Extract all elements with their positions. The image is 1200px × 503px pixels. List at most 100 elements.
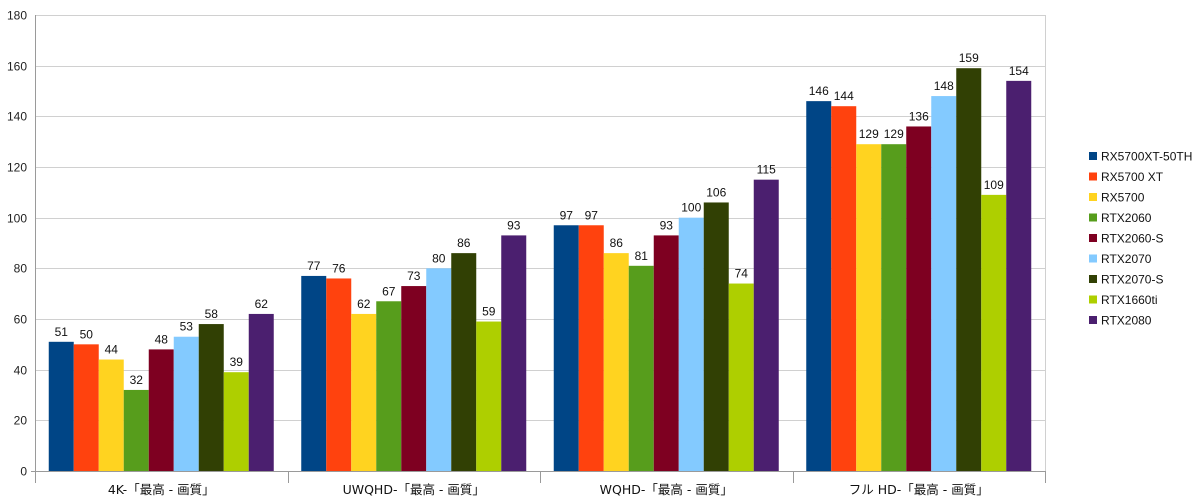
bar xyxy=(123,389,149,471)
legend-entry: RTX2070-S xyxy=(1089,273,1163,287)
data-label: 58 xyxy=(205,307,219,321)
data-label: 73 xyxy=(407,269,421,283)
data-label: 154 xyxy=(1009,64,1029,78)
bar xyxy=(48,341,74,471)
legend-swatch xyxy=(1089,193,1097,201)
bar xyxy=(981,194,1007,471)
bar xyxy=(881,144,907,471)
data-label: 93 xyxy=(660,218,674,232)
bar xyxy=(628,265,654,471)
data-label: 67 xyxy=(382,284,396,298)
bar xyxy=(806,101,832,471)
bar xyxy=(703,202,729,471)
legend-label: RTX2070-S xyxy=(1101,273,1163,287)
data-label: 86 xyxy=(610,236,624,250)
data-label: 97 xyxy=(585,208,599,222)
bars xyxy=(48,68,1032,472)
legend-swatch xyxy=(1089,172,1097,181)
y-tick-label: 40 xyxy=(14,364,28,378)
legend-entry: RX5700 xyxy=(1089,191,1145,205)
bar xyxy=(956,68,982,471)
legend-entry: RTX2060-S xyxy=(1089,232,1163,246)
bar xyxy=(678,217,704,471)
bar xyxy=(73,344,99,471)
data-label: 44 xyxy=(105,343,119,357)
y-tick-label: 0 xyxy=(20,465,27,479)
data-label: 53 xyxy=(180,320,194,334)
bar xyxy=(501,235,527,471)
legend-swatch xyxy=(1089,254,1097,263)
data-label: 76 xyxy=(332,261,346,275)
data-label: 129 xyxy=(859,127,879,141)
legend-label: RTX2060-S xyxy=(1101,232,1163,246)
legend-entry: RX5700 XT xyxy=(1089,170,1164,184)
legend-label: RX5700 XT xyxy=(1101,170,1164,184)
data-label: 59 xyxy=(482,305,496,319)
data-label: 106 xyxy=(706,185,726,199)
data-label: 146 xyxy=(809,84,829,98)
data-label: 136 xyxy=(909,109,929,123)
legend-entry: RTX2080 xyxy=(1089,314,1152,328)
bar xyxy=(223,372,249,471)
legend-entry: RTX2060 xyxy=(1089,211,1152,225)
y-tick-label: 60 xyxy=(14,313,28,327)
legend-label: RTX2070 xyxy=(1101,252,1152,266)
bar xyxy=(578,225,604,471)
data-labels: 51 50 44 32 48 53 58 39 62 77 76 62 67 73 80 86 59 93 97 97… xyxy=(55,51,1030,387)
bar xyxy=(603,253,629,471)
bar xyxy=(198,324,224,471)
bar xyxy=(553,225,579,471)
data-label: 32 xyxy=(130,373,144,387)
bar xyxy=(426,268,452,471)
bar xyxy=(451,253,477,471)
legend-swatch xyxy=(1089,316,1097,324)
data-label: 148 xyxy=(934,79,954,93)
bar xyxy=(98,359,124,471)
bar xyxy=(653,235,679,471)
data-label: 77 xyxy=(307,259,321,273)
data-label: 50 xyxy=(80,327,94,341)
legend-entry: RX5700XT-50TH xyxy=(1089,150,1192,164)
legend-label: RTX1660ti xyxy=(1101,293,1157,307)
data-label: 62 xyxy=(255,297,269,311)
y-tick-label: 100 xyxy=(7,212,27,226)
bar xyxy=(476,321,502,471)
data-label: 51 xyxy=(55,325,69,339)
bar xyxy=(148,349,174,471)
y-tick-label: 140 xyxy=(7,110,27,124)
data-label: 39 xyxy=(230,355,244,369)
legend-swatch xyxy=(1089,213,1097,222)
legend-swatch xyxy=(1089,295,1097,304)
y-tick-label: 160 xyxy=(7,60,27,74)
data-label: 97 xyxy=(560,208,574,222)
data-label: 80 xyxy=(432,251,446,265)
bar xyxy=(326,278,352,471)
data-label: 62 xyxy=(357,297,371,311)
legend-swatch xyxy=(1089,234,1097,242)
data-label: 48 xyxy=(155,332,169,346)
data-label: 86 xyxy=(457,236,471,250)
bar xyxy=(728,283,754,471)
bar xyxy=(856,144,882,471)
data-label: 144 xyxy=(834,89,854,103)
x-category-label: WQHD-「最高 - 画質」 xyxy=(600,482,733,497)
legend-swatch xyxy=(1089,275,1097,283)
legend-label: RTX2080 xyxy=(1101,314,1152,328)
bar xyxy=(831,106,857,471)
data-label: 81 xyxy=(635,249,649,263)
bar xyxy=(301,275,327,471)
legend-entry: RTX1660ti xyxy=(1089,293,1157,307)
bar xyxy=(376,301,402,471)
data-label: 74 xyxy=(735,267,749,281)
legend: RX5700XT-50TH RX5700 XT RX5700 RTX2060 RTX20… xyxy=(1089,150,1192,328)
y-tick-label: 80 xyxy=(14,262,28,276)
data-label: 109 xyxy=(984,178,1004,192)
data-label: 115 xyxy=(757,163,776,177)
data-label: 93 xyxy=(507,218,521,232)
x-category-label: フル HD-「最高 - 画質」 xyxy=(849,482,989,497)
bar xyxy=(753,179,779,471)
legend-swatch xyxy=(1089,152,1097,160)
data-label: 100 xyxy=(681,201,701,215)
